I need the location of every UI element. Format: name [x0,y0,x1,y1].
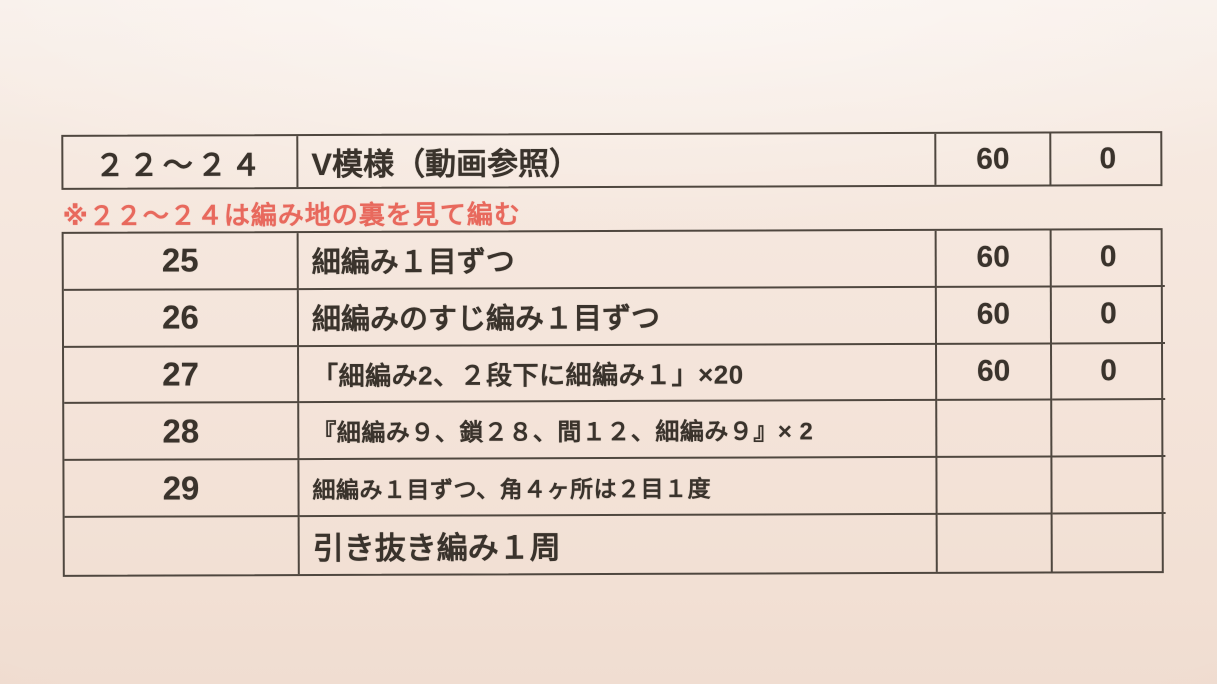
rounds-cell [65,517,300,575]
rounds-cell: 28 [64,404,299,462]
instruction-cell: 引き抜き編み１周 [300,515,938,574]
stitch-count-cell [937,401,1052,458]
increase-cell: 0 [1052,230,1165,287]
rounds-cell: ２２～２４ [63,136,298,188]
instruction-cell: 細編みのすじ編み１目ずつ [299,288,937,347]
stitch-count-cell: 60 [936,133,1051,184]
stitch-count-cell: 60 [937,287,1052,344]
stitch-count-cell [937,458,1052,515]
increase-cell: 0 [1052,287,1165,344]
note-text: ※２２～２４は編み地の裏を見て編む [62,194,520,233]
rounds-cell: 29 [64,460,299,518]
increase-cell [1053,514,1166,571]
rounds-cell: 25 [64,233,299,291]
increase-cell: 0 [1051,133,1164,184]
increase-cell [1052,457,1165,514]
instruction-cell: 『細編み９、鎖２８、間１２、細編み９』× 2 [299,401,937,460]
instruction-cell: 「細編み2、２段下に細編み１」×20 [299,345,937,404]
pattern-table-main: 25 細編み１目ずつ 60 0 26 細編みのすじ編み１目ずつ 60 0 27 … [62,228,1164,577]
rounds-cell: 26 [64,290,299,348]
pattern-table-top: ２２～２４ V模様（動画参照） 60 0 [61,131,1162,190]
increase-cell [1052,401,1165,458]
stitch-count-cell [938,515,1053,572]
stitch-count-cell: 60 [937,344,1052,401]
instruction-cell: 細編み１目ずつ [299,231,937,290]
instruction-cell: 細編み１目ずつ、角４ヶ所は２目１度 [299,458,937,517]
rounds-cell: 27 [64,347,299,405]
instruction-cell: V模様（動画参照） [298,134,936,187]
increase-cell: 0 [1052,344,1165,401]
stitch-count-cell: 60 [937,230,1052,287]
